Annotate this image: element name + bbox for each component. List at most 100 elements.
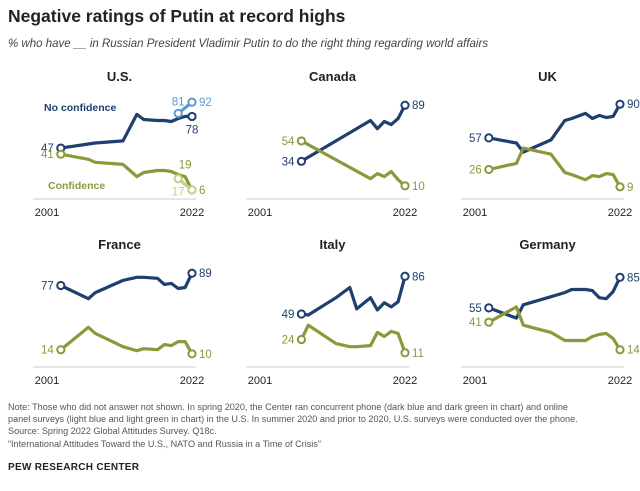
notes: Note: Those who did not answer not shown… (8, 401, 636, 450)
data-label: 41 (469, 317, 482, 329)
note-line-4: “International Attitudes Toward the U.S.… (8, 438, 321, 449)
x-tick-start: 2001 (35, 207, 59, 219)
data-label: 19 (179, 160, 192, 172)
line-no-confidence (487, 102, 622, 154)
legend-confidence: Confidence (48, 180, 105, 192)
data-label: 55 (469, 303, 482, 315)
line-no-confidence (59, 271, 194, 301)
marker-no-confidence-start (296, 309, 307, 319)
x-tick-end: 2022 (608, 375, 632, 387)
marker-no-confidence-end (400, 271, 410, 281)
data-label: 57 (469, 133, 482, 145)
line-confidence (299, 139, 407, 188)
line-confidence (487, 146, 622, 189)
chart-title: Negative ratings of Putin at record high… (8, 6, 346, 26)
marker-confidence-end (615, 345, 625, 355)
panel-title: Canada (309, 69, 357, 84)
marker-confidence-start (56, 345, 66, 355)
marker-confidence-start (296, 136, 307, 146)
data-label: 34 (282, 156, 295, 168)
data-label: 9 (627, 182, 633, 194)
marker-confidence-online-end (187, 185, 197, 195)
data-label: 10 (412, 181, 425, 193)
marker-no-confidence-end (400, 100, 410, 110)
panel-italy: Italy 2001 2022 49 24 86 11 (225, 230, 425, 405)
data-label: 26 (469, 164, 482, 176)
marker-no-confidence-start (296, 156, 307, 166)
data-label: 24 (282, 335, 295, 347)
data-label: 89 (412, 100, 425, 112)
note-line-1: Note: Those who did not answer not shown… (8, 402, 568, 412)
marker-confidence-start (484, 164, 494, 175)
data-label: 89 (199, 268, 212, 280)
line-confidence (59, 325, 194, 356)
line-no-confidence (487, 275, 622, 320)
panel-france: France 2001 2022 77 14 89 10 (12, 230, 212, 405)
marker-no-confidence-end (187, 268, 197, 278)
panel-title: France (98, 237, 141, 252)
chart-france: France 2001 2022 77 14 89 10 (33, 237, 212, 387)
line-no-confidence (59, 112, 194, 150)
marker-confidence-start (296, 334, 307, 345)
line-no-confidence (299, 103, 407, 163)
x-tick-start: 2001 (248, 207, 272, 219)
marker-confidence-end (615, 182, 625, 192)
marker-no-confidence-online-start (173, 108, 183, 118)
note-line-2: panel surveys (light blue and light gree… (8, 414, 578, 425)
x-tick-end: 2022 (180, 375, 204, 387)
data-label: 6 (199, 185, 205, 197)
x-tick-end: 2022 (393, 207, 417, 219)
data-label: 47 (41, 143, 54, 155)
data-label: 90 (627, 99, 640, 111)
panel-uk: UK 2001 2022 57 26 90 9 (440, 62, 640, 237)
note-line-3: Source: Spring 2022 Global Attitudes Sur… (8, 426, 217, 437)
panel-title: U.S. (107, 69, 132, 84)
chart-canada: Canada 2001 2022 34 54 89 10 (246, 69, 425, 219)
panel-germany: Germany 2001 2022 55 41 85 14 (440, 230, 640, 405)
line-confidence (487, 305, 622, 352)
data-label: 14 (41, 345, 54, 357)
marker-confidence-end (400, 181, 410, 191)
marker-no-confidence-end (615, 99, 625, 109)
marker-no-confidence-start (56, 280, 66, 291)
data-label: 54 (282, 136, 295, 148)
x-tick-end: 2022 (393, 375, 417, 387)
marker-confidence-end (187, 349, 197, 359)
chart-italy: Italy 2001 2022 49 24 86 11 (246, 237, 425, 387)
data-label: 11 (412, 348, 424, 360)
chart-uk: UK 2001 2022 57 26 90 9 (461, 69, 640, 219)
marker-confidence-online-start (173, 174, 183, 184)
marker-confidence-start (484, 317, 494, 327)
data-label: 41 (41, 149, 54, 161)
marker-confidence-start (56, 149, 66, 159)
x-tick-start: 2001 (463, 207, 487, 219)
legend-no-confidence: No confidence (44, 102, 117, 114)
chart-subtitle: % who have __ in Russian President Vladi… (8, 38, 489, 50)
panel-canada: Canada 2001 2022 34 54 89 10 (225, 62, 425, 237)
data-label: 92 (199, 97, 212, 109)
x-tick-start: 2001 (463, 375, 487, 387)
panel-us: U.S. 2001 2022 47 41 81 92 78 19 17 6 No confidence… (12, 62, 212, 237)
marker-no-confidence-end (615, 272, 625, 282)
marker-no-confidence-start (484, 133, 494, 143)
x-tick-end: 2022 (608, 207, 632, 219)
line-confidence (299, 323, 407, 355)
panel-title: Italy (319, 237, 346, 252)
data-label: 86 (412, 271, 425, 283)
data-label: 78 (186, 124, 199, 136)
chart-germany: Germany 2001 2022 55 41 85 14 (461, 237, 640, 387)
line-no-confidence (299, 274, 407, 317)
data-label: 81 (172, 96, 185, 108)
marker-confidence-end (400, 348, 410, 358)
marker-no-confidence-end (187, 111, 197, 122)
data-label: 14 (627, 345, 640, 357)
source-name: PEW RESEARCH CENTER (8, 462, 140, 473)
panel-title: Germany (519, 237, 576, 252)
x-tick-end: 2022 (180, 207, 204, 219)
data-label: 85 (627, 272, 640, 284)
data-label: 17 (172, 187, 185, 199)
data-label: 49 (282, 309, 295, 321)
data-label: 10 (199, 349, 212, 361)
x-tick-start: 2001 (248, 375, 272, 387)
